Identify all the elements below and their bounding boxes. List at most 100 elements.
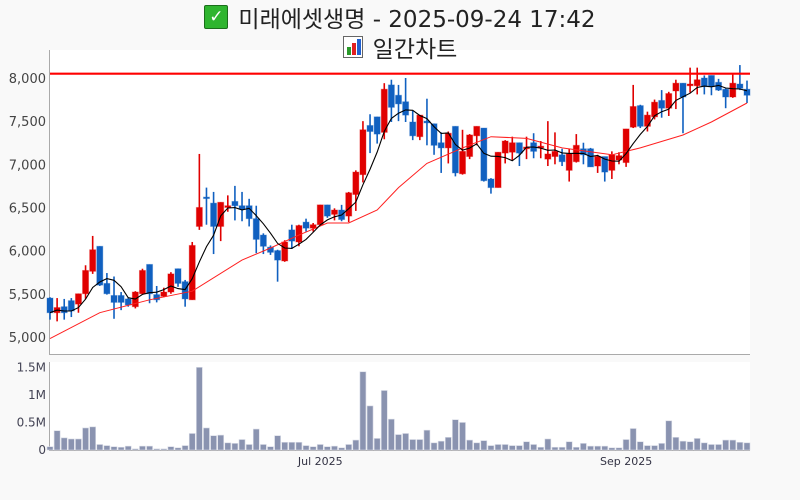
volume-bar [736,441,744,451]
volume-bar [238,439,246,451]
candle-body [117,294,125,303]
volume-bar [124,445,132,451]
candle [330,208,338,221]
candle-body [700,77,708,88]
candle [153,285,161,303]
candle-body [416,114,424,138]
candle-body [622,128,630,164]
volume-bar [608,447,616,451]
candle-body [217,201,225,227]
volume-bar [174,447,182,451]
candle-body [395,94,402,105]
volume-bar [693,438,701,451]
candle [551,132,559,165]
candle-body [430,123,438,146]
candle [131,291,139,309]
volume-bar [203,427,210,451]
volume-bar [679,440,687,451]
candle-body [316,204,324,226]
volume-bar [409,439,417,451]
volume-bar [146,445,153,451]
candle-body [181,281,189,300]
volume-bar [629,428,637,451]
volume-bar [544,438,552,451]
volume-bar [580,443,587,451]
volume-bar [672,437,680,451]
candle-body [579,148,587,156]
candle [202,187,210,225]
volume-bar [430,442,438,451]
volume-bar [722,439,729,451]
volume-bar [96,444,104,451]
candle [352,170,360,211]
candle-body [352,171,360,196]
candle [366,114,374,154]
volume-bar [573,446,580,451]
check-mark-icon: ✓ [204,5,229,29]
volume-bar [224,442,232,451]
candle [281,240,289,262]
candle [722,88,730,109]
ma-short-line [49,84,748,314]
candle-body [686,83,694,87]
volume-bar [437,440,445,451]
price-tick-label: 8,000 [9,72,46,87]
candle-body [302,221,310,229]
volume-bar [345,444,353,451]
price-tick-label: 6,500 [9,201,46,216]
volume-bar [480,440,488,451]
candle-body [124,298,132,306]
volume-bar [473,442,481,451]
candle-body [167,273,175,293]
volume-bar [117,446,125,451]
volume-bar [594,445,601,451]
candle-body [501,140,509,154]
volume-bar [132,448,139,451]
candle-body [238,205,246,210]
volume-bar [295,441,303,451]
candle-body [658,99,666,109]
candle-body [160,291,168,297]
candle-body [231,200,239,207]
volume-bar [324,446,331,451]
volume-bar [508,445,516,451]
volume-bar [217,434,224,451]
candle-body [707,74,715,88]
candle [89,235,97,274]
candle-body [373,116,381,135]
candle-body [494,151,502,189]
candle [743,80,751,104]
candle [480,127,488,182]
volume-bar [103,445,111,451]
candle-body [245,205,253,220]
price-tick-label: 5,000 [9,331,46,346]
candle [231,185,239,221]
candle [316,204,324,226]
candle-body [96,245,104,286]
candle-body [743,88,751,96]
candle [622,128,630,167]
candle-body [643,114,651,127]
volume-bar [715,444,722,451]
candle [693,67,701,95]
volume-bar [181,445,189,451]
candle-body [89,249,97,272]
candle [430,123,438,155]
volume-bar [686,441,694,451]
volume-bar [53,430,61,451]
volume-bar [309,446,317,451]
volume-bar [252,428,260,451]
candle [167,272,175,294]
volume-bar [281,441,289,451]
candle-body [459,150,467,175]
candle-body [679,82,687,98]
volume-tick-label: 1.5M [17,360,46,374]
candle-body [736,83,744,89]
candle-body [665,93,673,109]
candle [195,153,203,230]
candle [103,273,111,295]
price-tick-label: 6,000 [9,245,46,260]
candle-body [309,224,317,229]
candle [96,245,104,286]
candle-body [60,306,68,314]
